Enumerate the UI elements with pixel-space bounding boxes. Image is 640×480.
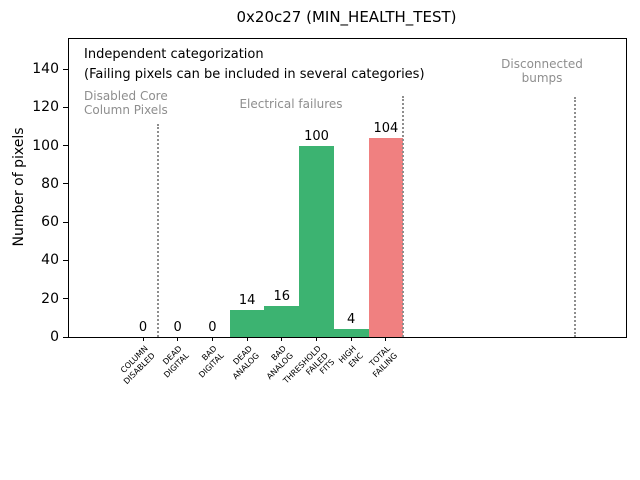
bar-value-label: 16 [273,289,291,305]
bar-value-label: 14 [238,293,256,309]
x-tick [211,337,213,341]
y-tick-label: 60 [41,214,59,231]
y-tick [63,221,69,223]
note-line: (Failing pixels can be included in sever… [84,67,425,82]
bar-value-label: 104 [373,120,399,136]
x-tick [281,337,283,341]
note-line: Independent categorization [84,47,264,62]
x-tick-label: TOTAL FAILING [367,344,399,379]
y-tick [63,298,69,300]
bar-value-label: 4 [347,312,356,328]
y-tick-label: 0 [50,329,59,345]
y-tick-label: 40 [41,252,59,269]
bar [368,137,404,337]
chart-title: 0x20c27 (MIN_HEALTH_TEST) [236,8,457,26]
bar [299,145,334,337]
y-tick-label: 100 [32,137,59,154]
bar-value-label: 0 [138,320,148,335]
y-tick [63,68,69,70]
y-tick-label: 140 [32,61,59,77]
group-label: Electrical failures [239,97,343,111]
bar-value-label: 0 [208,320,217,335]
bar-value-label: 0 [173,320,182,335]
x-tick [350,337,352,341]
x-tick [177,337,179,341]
x-tick-label: COLUMN DISABLED [118,344,157,386]
plot-area: 0 20 40 60 80 100 120 140 0 COLUMN DISABLED 0 DEAD … [32,38,627,386]
x-tick-label: DEAD ANALOG [230,344,261,381]
y-tick [63,183,69,185]
x-tick [385,337,387,341]
x-tick-label: HIGH ENC [336,344,365,369]
group-label: Disabled Core Column Pixels [84,89,168,117]
y-tick [63,106,69,108]
separator-line [157,124,159,337]
y-tick [63,336,69,338]
separator-line [574,97,576,337]
y-tick-label: 120 [32,99,59,116]
separator-line [402,96,404,337]
bar [264,306,300,337]
x-tick-label: BAD DIGITAL [197,344,226,380]
x-tick [142,337,144,341]
x-tick [246,337,248,341]
y-tick-label: 20 [41,290,59,307]
bar [229,310,265,337]
y-tick-label: 80 [41,175,59,192]
bar-value-label: 100 [304,128,329,144]
group-label: Disconnected bumps [501,57,583,85]
y-tick [63,259,69,261]
y-tick [63,145,69,147]
x-tick [316,337,317,341]
bar [333,329,369,337]
x-tick-label: DEAD DIGITAL [161,344,191,380]
